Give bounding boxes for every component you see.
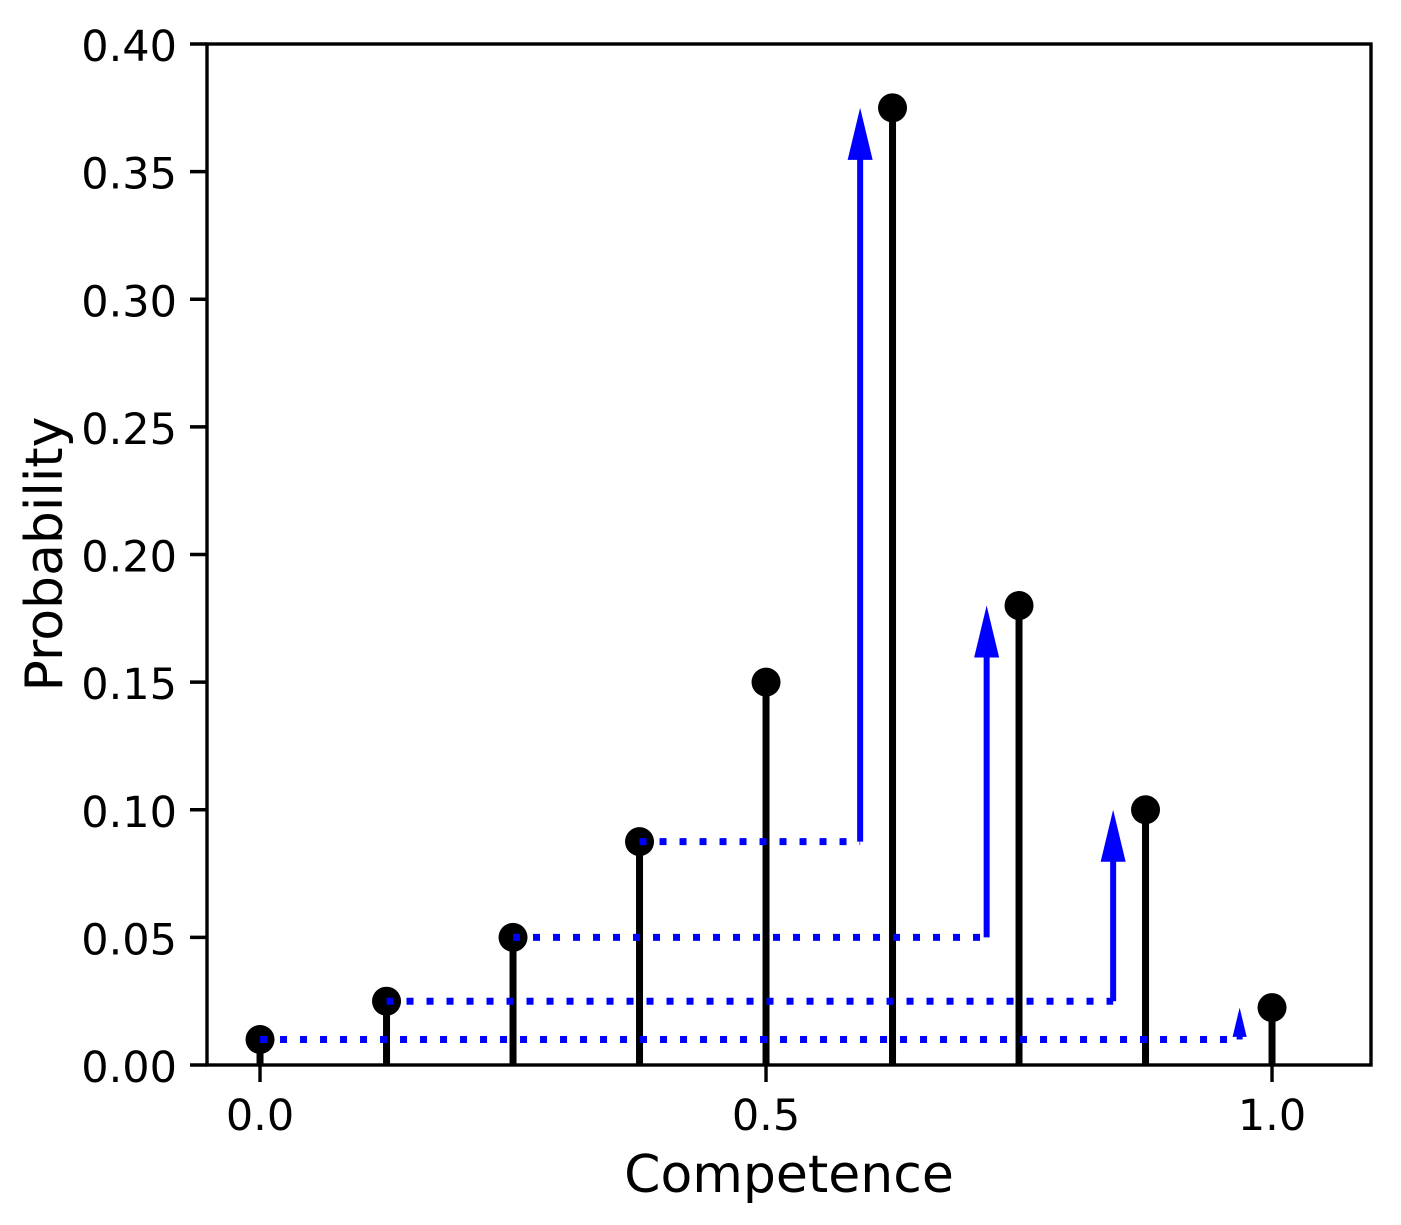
y-tick-label: 0.10 bbox=[81, 788, 177, 838]
y-tick-label: 0.30 bbox=[81, 277, 177, 327]
x-tick-label: 0.0 bbox=[226, 1091, 294, 1141]
y-tick-label: 0.25 bbox=[81, 405, 177, 455]
stem-marker bbox=[878, 93, 908, 123]
y-tick-label: 0.15 bbox=[81, 660, 177, 710]
transfer-arrow-head bbox=[1100, 809, 1126, 862]
stem-marker bbox=[751, 667, 781, 697]
y-axis-label: Probability bbox=[15, 417, 75, 692]
stem-marker bbox=[1257, 993, 1287, 1023]
transfer-arrow-head bbox=[1232, 1007, 1247, 1037]
y-tick-label: 0.05 bbox=[81, 915, 177, 965]
y-tick-label: 0.20 bbox=[81, 533, 177, 583]
stem-marker bbox=[1004, 591, 1034, 621]
transfer-arrows-layer bbox=[260, 107, 1247, 1043]
x-tick-label: 1.0 bbox=[1238, 1091, 1306, 1141]
plot-border bbox=[205, 42, 1373, 1067]
y-tick-label: 0.35 bbox=[81, 150, 177, 200]
transfer-arrow-head bbox=[974, 605, 1000, 658]
transfer-arrow-head bbox=[847, 107, 873, 160]
axes-layer: 0.0 0.5 1.0 0.00 0.05 0.10 0.15 0.20 0.25 0.30 0.3… bbox=[81, 22, 1373, 1141]
stems-layer bbox=[245, 93, 1287, 1065]
stem-marker bbox=[1131, 795, 1161, 825]
y-tick-label: 0.40 bbox=[81, 22, 177, 72]
x-axis-label: Competence bbox=[624, 1145, 954, 1205]
x-tick-label: 0.5 bbox=[732, 1091, 800, 1141]
y-tick-label: 0.00 bbox=[81, 1043, 177, 1093]
